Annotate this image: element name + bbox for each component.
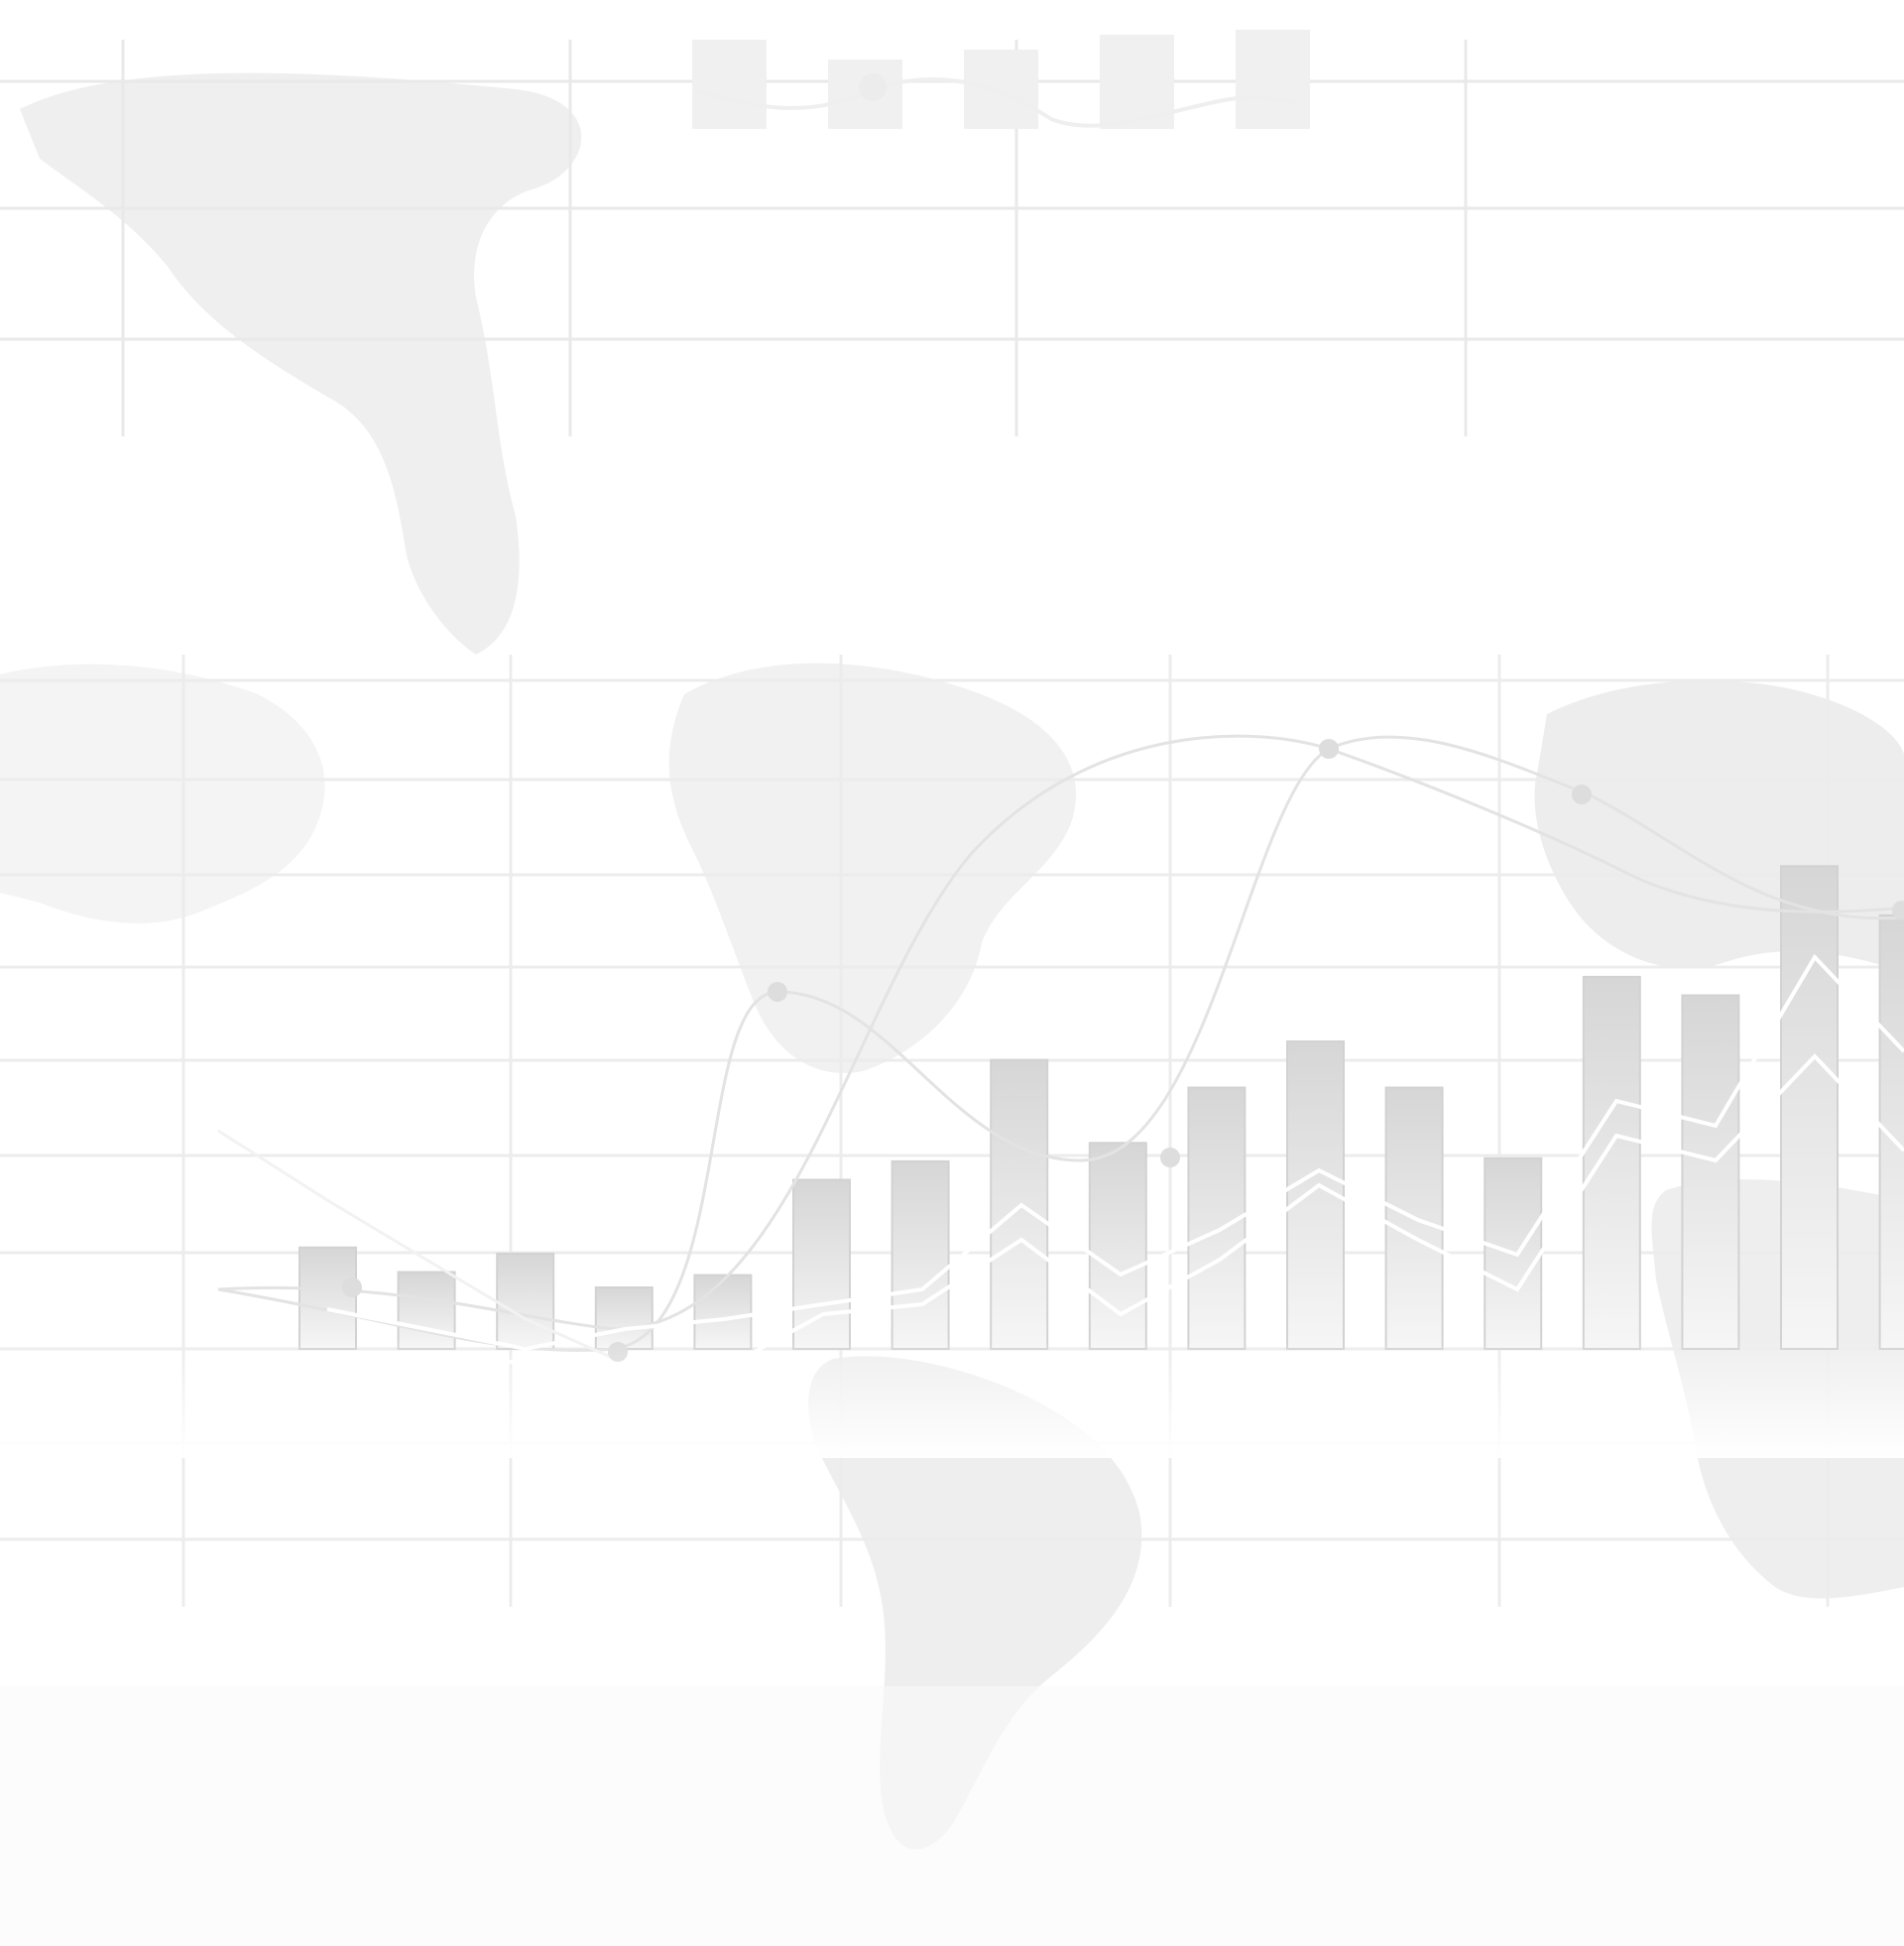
chart-bar-faded — [692, 40, 767, 129]
upper-bar-group — [692, 30, 1310, 129]
curve-marker — [1160, 1148, 1180, 1167]
chart-bar — [792, 1178, 851, 1350]
chart-bar — [397, 1271, 456, 1350]
chart-bar — [1582, 975, 1641, 1351]
curve-marker — [768, 982, 787, 1002]
chart-bar — [693, 1274, 753, 1350]
curve-line-b — [217, 734, 1904, 1331]
chart-bar — [496, 1252, 555, 1351]
curve-marker — [1572, 785, 1592, 804]
chart-bar — [990, 1058, 1049, 1350]
curve-marker — [342, 1277, 362, 1297]
curve-marker — [1892, 901, 1904, 920]
chart-bar — [1878, 913, 1904, 1351]
chart-fade-bottom — [0, 1339, 1904, 1458]
chart-bar-faded — [964, 50, 1038, 129]
chart-bar — [1187, 1086, 1247, 1350]
curve-marker — [1319, 739, 1339, 759]
chart-bar — [1780, 865, 1839, 1350]
world-map — [0, 72, 1904, 1850]
upper-trend-marker — [859, 73, 887, 101]
chart-bar — [1088, 1142, 1147, 1351]
chart-bar — [1681, 994, 1740, 1350]
chart-bar — [298, 1246, 357, 1350]
upper-trend-line — [693, 77, 1300, 128]
lower-bar-group — [298, 865, 1904, 1351]
zigzag-line-c — [217, 1129, 616, 1361]
chart-bar-faded — [1236, 30, 1310, 129]
zigzag-line-a — [326, 953, 1904, 1352]
chart-bar — [891, 1159, 950, 1351]
page-bottom-fade — [0, 1686, 1904, 1946]
